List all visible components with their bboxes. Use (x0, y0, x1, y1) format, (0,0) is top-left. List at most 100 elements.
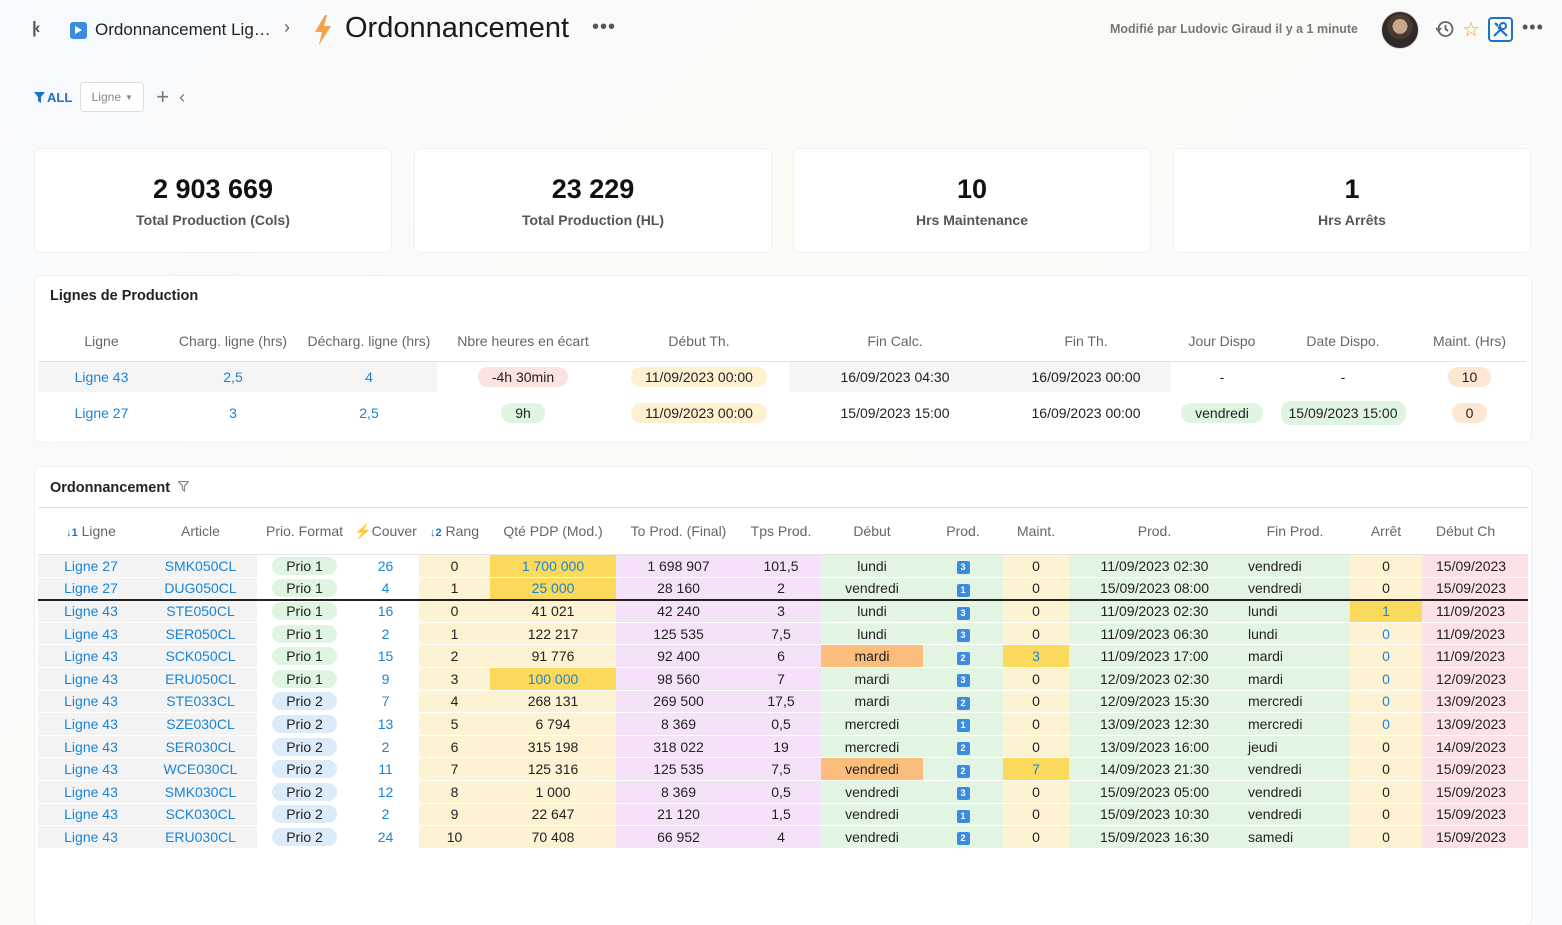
cell[interactable]: -4h 30min (437, 361, 609, 392)
cell[interactable]: mercredi (821, 712, 923, 736)
cell[interactable]: vendredi (821, 825, 923, 849)
cell[interactable]: 42 240 (616, 599, 741, 623)
cell[interactable]: 4 (352, 577, 419, 601)
cell[interactable]: 15/09/2023 (1422, 803, 1528, 827)
cell[interactable]: mardi (821, 644, 923, 668)
cell[interactable]: 17,5 (741, 690, 821, 714)
cell[interactable]: 26 (352, 554, 419, 578)
col-header[interactable]: Ligne (38, 321, 165, 362)
cell[interactable]: vendredi (821, 780, 923, 804)
cell[interactable]: 11/09/2023 00:00 (609, 392, 789, 433)
cell[interactable]: 122 217 (490, 622, 616, 646)
cell[interactable]: mercredi (1240, 690, 1350, 714)
cell[interactable]: 11/09/2023 (1422, 622, 1528, 646)
col-header[interactable]: Charg. ligne (hrs) (165, 321, 301, 362)
cell[interactable]: mardi (1240, 644, 1350, 668)
more-options-icon[interactable]: ••• (592, 16, 617, 38)
cell[interactable]: vendredi (821, 757, 923, 781)
cell[interactable]: SCK030CL (144, 803, 257, 827)
col-header[interactable]: Fin Prod. (1240, 507, 1350, 555)
cell[interactable]: 66 952 (616, 825, 741, 849)
cell[interactable]: Ligne 43 (38, 757, 144, 781)
cell[interactable]: 15 (352, 644, 419, 668)
cell[interactable]: 0 (1003, 622, 1069, 646)
cell[interactable]: 0 (1350, 690, 1422, 714)
cell[interactable]: 100 000 (490, 667, 616, 691)
cell[interactable]: Prio 2 (257, 780, 352, 804)
cell[interactable]: 3 (229, 404, 237, 421)
cell[interactable]: Ligne 43 (38, 825, 144, 849)
cell[interactable]: 0 (1003, 554, 1069, 578)
cell[interactable]: Prio 1 (257, 577, 352, 601)
cell[interactable]: ERU030CL (144, 825, 257, 849)
cell[interactable]: Prio 1 (257, 644, 352, 668)
cell[interactable]: 7 (352, 690, 419, 714)
cell[interactable]: 12/09/2023 (1422, 667, 1528, 691)
cell[interactable]: 15/09/2023 15:00 (1273, 392, 1413, 433)
cell[interactable]: STE050CL (144, 599, 257, 623)
table-row[interactable]: Ligne 43 ERU030CL Prio 2 24 10 70 408 66 952 4 v… (38, 825, 1528, 849)
cell[interactable]: Prio 2 (257, 712, 352, 736)
cell[interactable]: lundi (1240, 599, 1350, 623)
cell[interactable]: 7,5 (741, 757, 821, 781)
table-row[interactable]: Ligne 43 SCK050CL Prio 1 15 2 91 776 92 400 6 ma… (38, 644, 1528, 668)
cell[interactable]: 0 (1003, 599, 1069, 623)
cell[interactable]: Prio 2 (257, 690, 352, 714)
cell[interactable]: vendredi (1171, 392, 1273, 433)
breadcrumb[interactable]: Ordonnancement Lignes (70, 20, 277, 40)
cell[interactable]: vendredi (1240, 780, 1350, 804)
cell[interactable]: 2 (352, 735, 419, 759)
cell[interactable]: 1 000 (490, 780, 616, 804)
col-header[interactable]: Début Ch (1422, 507, 1528, 555)
cell[interactable]: mardi (821, 667, 923, 691)
cell[interactable]: 0,5 (741, 712, 821, 736)
col-header[interactable]: Prio. Format (257, 507, 352, 555)
cell[interactable]: 15/09/2023 05:00 (1069, 780, 1240, 804)
cell[interactable]: 9 (352, 667, 419, 691)
cell[interactable]: 1,5 (741, 803, 821, 827)
cell[interactable]: 2,5 (359, 404, 379, 421)
cell[interactable]: Prio 1 (257, 622, 352, 646)
cell[interactable]: vendredi (821, 577, 923, 601)
cell[interactable]: 4 (741, 825, 821, 849)
cell[interactable]: 15/09/2023 16:30 (1069, 825, 1240, 849)
cell[interactable]: lundi (821, 599, 923, 623)
avatar[interactable] (1381, 11, 1419, 49)
cell[interactable]: 10 (1413, 361, 1526, 392)
cell[interactable]: 91 776 (490, 644, 616, 668)
cell[interactable]: 13/09/2023 (1422, 690, 1528, 714)
add-filter-icon[interactable]: + (156, 84, 170, 109)
cell[interactable]: SCK050CL (144, 644, 257, 668)
table-row[interactable]: Ligne 43 ERU050CL Prio 1 9 3 100 000 98 560 7 ma… (38, 667, 1528, 691)
cell[interactable]: 92 400 (616, 644, 741, 668)
cell[interactable]: mardi (1240, 667, 1350, 691)
col-header-ligne[interactable]: ↓1 Ligne (38, 507, 144, 555)
cell[interactable]: samedi (1240, 825, 1350, 849)
col-header[interactable]: Début (821, 507, 923, 555)
cell[interactable]: 3 (923, 667, 1003, 691)
cell[interactable]: Ligne 43 (38, 667, 144, 691)
cell[interactable]: 25 000 (490, 577, 616, 601)
cell[interactable]: 0 (1350, 712, 1422, 736)
cell[interactable]: WCE030CL (144, 757, 257, 781)
cell[interactable]: lundi (821, 622, 923, 646)
cell[interactable]: Ligne 27 (74, 404, 129, 421)
cell[interactable]: 1 (419, 622, 490, 646)
col-header[interactable]: Fin Th. (1001, 321, 1171, 362)
table-row[interactable]: Ligne 43 STE050CL Prio 1 16 0 41 021 42 240 3 lu… (38, 599, 1528, 623)
cell[interactable]: 21 120 (616, 803, 741, 827)
cell[interactable]: lundi (1240, 622, 1350, 646)
col-header[interactable]: Nbre heures en écart (437, 321, 609, 362)
cell[interactable]: 16 (352, 599, 419, 623)
cell[interactable]: 0 (419, 554, 490, 578)
cell[interactable]: 0 (1350, 554, 1422, 578)
table-row[interactable]: Ligne 43 SER050CL Prio 1 2 1 122 217 125 535 7,… (38, 622, 1528, 646)
cell[interactable]: 7,5 (741, 622, 821, 646)
cell[interactable]: 2 (923, 757, 1003, 781)
collapse-sidebar-icon[interactable]: |‹ (32, 18, 41, 37)
cell[interactable]: 15/09/2023 (1422, 825, 1528, 849)
cell[interactable]: 13/09/2023 12:30 (1069, 712, 1240, 736)
cell[interactable]: 14/09/2023 21:30 (1069, 757, 1240, 781)
col-header[interactable]: Tps Prod. (741, 507, 821, 555)
col-header[interactable]: Article (144, 507, 257, 555)
